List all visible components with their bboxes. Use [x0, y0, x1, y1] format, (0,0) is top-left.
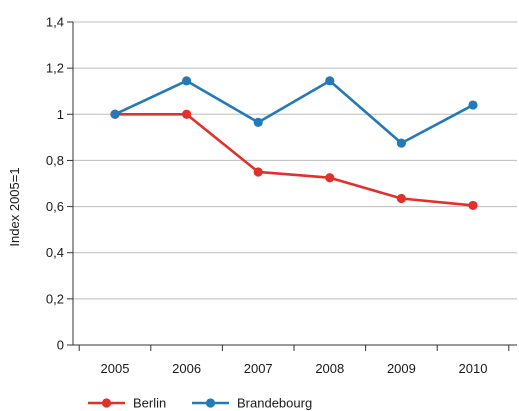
y-tick-label: 1	[57, 107, 64, 122]
series-line	[115, 112, 474, 207]
y-tick-label: 0,2	[46, 291, 64, 306]
x-tick-labels: 2005 2006 2007 2008 2009 2010	[101, 361, 488, 376]
data-point	[325, 173, 335, 183]
y-tick-label: 0	[57, 338, 64, 353]
x-tick-label: 2009	[387, 361, 416, 376]
data-point	[253, 167, 263, 177]
x-tick-label: 2010	[459, 361, 488, 376]
y-tick-label: 0,4	[46, 245, 64, 260]
legend-marker	[205, 398, 216, 408]
data-point	[253, 117, 263, 127]
data-point	[182, 76, 192, 86]
x-tick-label: 2007	[244, 361, 273, 376]
data-point	[468, 100, 478, 110]
series-lines	[110, 76, 478, 211]
data-point	[110, 109, 120, 119]
legend-item-brandebourg: Brandebourg	[192, 396, 312, 411]
series-berlin	[110, 109, 478, 211]
y-tick-label: 1,2	[46, 61, 64, 76]
legend-item-berlin: Berlin	[88, 396, 166, 411]
x-tick-label: 2006	[172, 361, 201, 376]
y-tick-label: 1,4	[46, 15, 64, 30]
grid-lines	[67, 21, 517, 351]
series-brandebourg	[110, 76, 478, 148]
x-tick-label: 2008	[315, 361, 344, 376]
data-point	[182, 109, 192, 119]
x-tick-label: 2005	[101, 361, 130, 376]
y-axis-label: Index 2005=1	[7, 167, 22, 246]
data-point	[396, 193, 406, 204]
data-point	[325, 76, 335, 86]
legend-label: Berlin	[133, 396, 166, 411]
y-tick-label: 0,6	[46, 199, 64, 214]
legend-label: Brandebourg	[237, 396, 312, 411]
data-point	[396, 138, 406, 148]
series-line	[114, 79, 474, 145]
legend: Berlin Brandebourg	[88, 396, 312, 411]
legend-marker	[101, 398, 112, 408]
data-point	[468, 200, 478, 211]
y-tick-labels: 0 0,2 0,4 0,6 0,8 1 1,2 1,4	[46, 15, 64, 353]
y-tick-label: 0,8	[46, 153, 64, 168]
